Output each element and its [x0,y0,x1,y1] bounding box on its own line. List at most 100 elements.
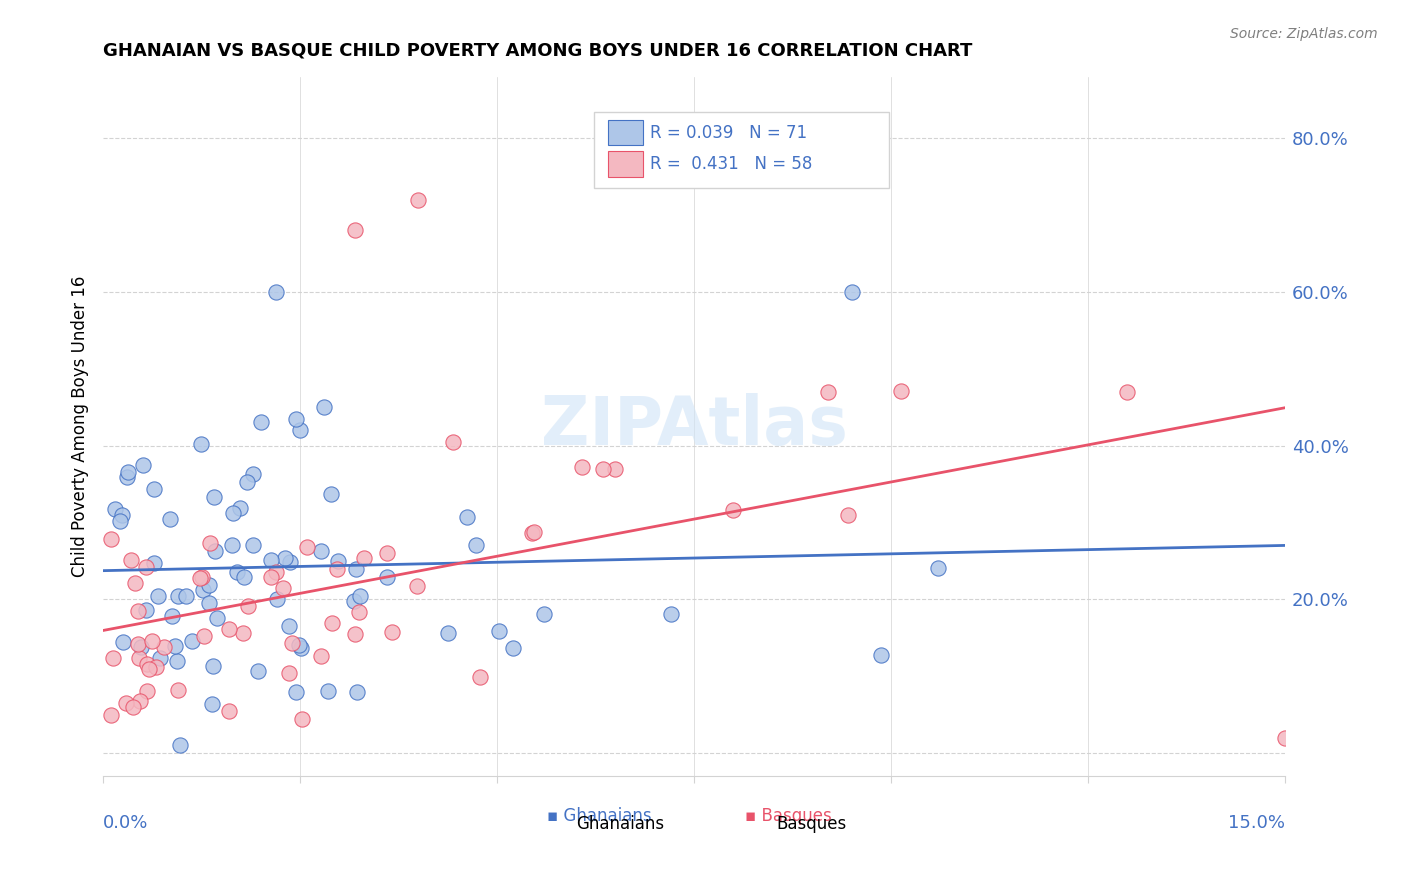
Point [353,550,375,565]
Point [437,626,460,640]
Point [141,633,163,648]
Point [163,639,186,653]
Point [266,285,288,299]
Point [344,561,367,575]
Point [145,660,167,674]
Point [264,565,287,579]
Point [167,589,190,603]
Point [169,738,191,752]
Point [592,462,614,476]
Point [205,610,228,624]
Point [1116,384,1139,399]
Text: R = 0.039   N = 71: R = 0.039 N = 71 [651,124,807,142]
Point [441,435,464,450]
Point [278,619,301,633]
Point [259,553,281,567]
Point [202,491,225,505]
Point [318,684,340,698]
Point [111,634,134,648]
Text: 0.0%: 0.0% [103,814,149,832]
Point [201,658,224,673]
Point [721,502,744,516]
Point [290,640,312,655]
Point [190,570,212,584]
Point [197,578,219,592]
Point [190,436,212,450]
Point [347,605,370,619]
Point [167,683,190,698]
Point [100,533,122,547]
Point [232,569,254,583]
Point [221,538,243,552]
Point [408,193,430,207]
Point [284,411,307,425]
Point [242,467,264,481]
Point [314,400,336,414]
Point [375,570,398,584]
Text: 15.0%: 15.0% [1227,814,1285,832]
Point [124,575,146,590]
Point [465,538,488,552]
Point [138,662,160,676]
Point [226,565,249,579]
Text: Ghanaians: Ghanaians [576,815,664,833]
Point [201,697,224,711]
Point [129,693,152,707]
Point [120,553,142,567]
Point [104,502,127,516]
Point [523,524,546,539]
Point [266,592,288,607]
Point [110,514,132,528]
Point [406,579,429,593]
Point [101,651,124,665]
Point [129,640,152,654]
Point [319,486,342,500]
Point [343,626,366,640]
Point [281,636,304,650]
Point [250,415,273,429]
Point [309,543,332,558]
Point [236,475,259,489]
Point [817,384,839,399]
Point [488,624,510,638]
Text: R =  0.431   N = 58: R = 0.431 N = 58 [651,155,813,173]
Point [166,654,188,668]
FancyBboxPatch shape [607,120,643,145]
Point [502,640,524,655]
Point [274,551,297,566]
Text: ▪ Basques: ▪ Basques [745,807,832,825]
Point [927,560,949,574]
Point [117,465,139,479]
Text: GHANAIAN VS BASQUE CHILD POVERTY AMONG BOYS UNDER 16 CORRELATION CHART: GHANAIAN VS BASQUE CHILD POVERTY AMONG B… [103,42,973,60]
Point [321,615,343,630]
Point [375,545,398,559]
Point [117,470,139,484]
Point [288,638,311,652]
Point [149,651,172,665]
Point [218,623,240,637]
Point [132,458,155,472]
Point [380,625,402,640]
Point [291,712,314,726]
Point [837,508,859,522]
Point [236,599,259,614]
Point [188,572,211,586]
Point [870,648,893,662]
Text: Source: ZipAtlas.com: Source: ZipAtlas.com [1230,27,1378,41]
Point [571,459,593,474]
FancyBboxPatch shape [741,814,768,836]
Point [127,604,149,618]
Point [346,685,368,699]
Point [204,544,226,558]
Point [200,535,222,549]
Point [342,593,364,607]
Point [271,581,294,595]
Point [135,603,157,617]
Point [222,506,245,520]
Point [180,634,202,648]
Point [229,500,252,515]
Point [218,704,240,718]
Point [326,554,349,568]
Point [1274,731,1296,745]
Point [100,708,122,723]
